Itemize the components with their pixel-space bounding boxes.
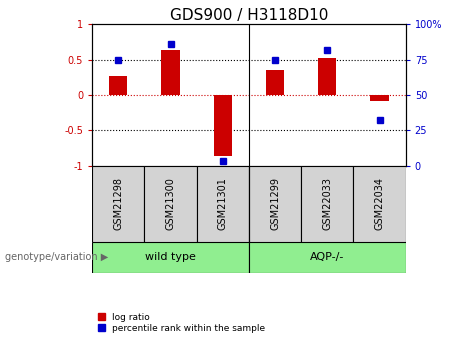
Text: genotype/variation ▶: genotype/variation ▶: [5, 252, 108, 262]
Text: wild type: wild type: [145, 252, 196, 262]
Bar: [197, 166, 249, 242]
Bar: [371, 95, 389, 100]
Title: GDS900 / H3118D10: GDS900 / H3118D10: [170, 8, 328, 23]
Text: GSM21298: GSM21298: [113, 177, 124, 230]
Text: GSM21301: GSM21301: [218, 177, 228, 230]
Bar: [301, 166, 354, 242]
Bar: [354, 166, 406, 242]
Bar: [92, 166, 144, 242]
Text: GSM21300: GSM21300: [165, 177, 176, 230]
Text: GSM21299: GSM21299: [270, 177, 280, 230]
Text: GSM22034: GSM22034: [374, 177, 384, 230]
Text: AQP-/-: AQP-/-: [310, 252, 344, 262]
Bar: [144, 166, 197, 242]
Bar: [266, 70, 284, 95]
Bar: [249, 241, 406, 273]
Bar: [109, 76, 127, 95]
Legend: log ratio, percentile rank within the sample: log ratio, percentile rank within the sa…: [97, 312, 266, 334]
Bar: [161, 50, 180, 95]
Bar: [249, 166, 301, 242]
Bar: [92, 241, 249, 273]
Bar: [213, 95, 232, 156]
Text: GSM22033: GSM22033: [322, 177, 332, 230]
Bar: [318, 58, 337, 95]
